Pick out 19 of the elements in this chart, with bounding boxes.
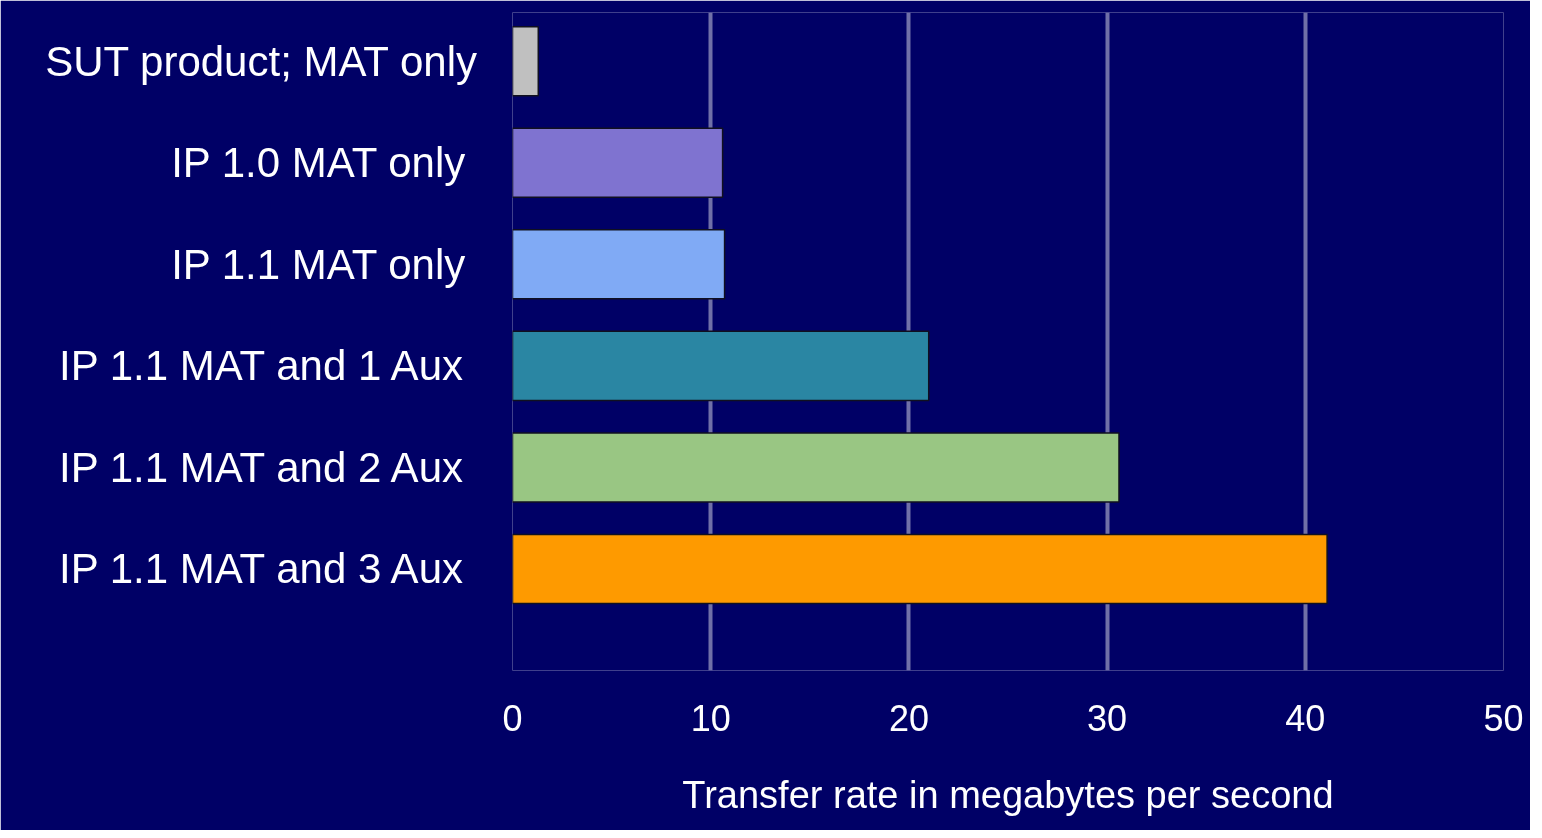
y-tick-label: IP 1.0 MAT only	[171, 139, 466, 187]
y-tick-label: IP 1.1 MAT and 3 Aux	[59, 545, 463, 593]
bar	[512, 127, 724, 199]
x-tick-label: 40	[1285, 697, 1326, 739]
x-tick-label: 20	[888, 697, 929, 739]
bar	[512, 25, 540, 97]
x-axis-title: Transfer rate in megabytes per second	[682, 773, 1334, 816]
y-tick-label: IP 1.1 MAT only	[171, 240, 466, 288]
y-tick-label: SUT product; MAT only	[45, 37, 477, 85]
x-tick-label: 50	[1483, 697, 1524, 739]
y-tick-label: IP 1.1 MAT and 2 Aux	[59, 443, 463, 491]
x-tick-label: 0	[502, 697, 523, 739]
bar	[512, 229, 726, 300]
bar	[512, 432, 1120, 503]
bar	[512, 330, 930, 402]
y-tick-label: IP 1.1 MAT and 1 Aux	[59, 342, 463, 390]
x-tick-label: 30	[1087, 697, 1128, 739]
x-tick-label: 10	[690, 697, 731, 739]
bar	[512, 533, 1328, 605]
